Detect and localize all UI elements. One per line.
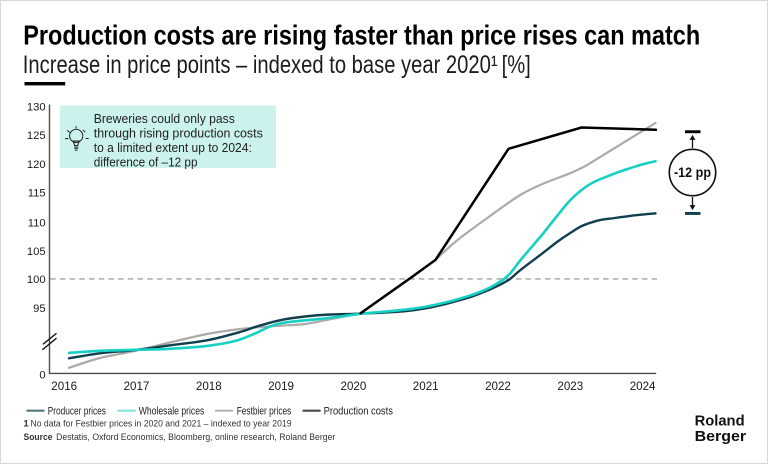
svg-text:2018: 2018 bbox=[196, 380, 222, 393]
svg-text:Increase in price points – ind: Increase in price points – indexed to ba… bbox=[23, 51, 531, 79]
svg-text:Production costs are rising fa: Production costs are rising faster than … bbox=[23, 20, 700, 51]
svg-text:to a limited extent up to 2024: to a limited extent up to 2024: bbox=[94, 140, 252, 155]
svg-text:100: 100 bbox=[27, 274, 46, 286]
svg-text:1: 1 bbox=[24, 419, 29, 429]
svg-text:2024: 2024 bbox=[630, 380, 656, 393]
svg-text:115: 115 bbox=[28, 188, 46, 200]
svg-text:2020: 2020 bbox=[341, 380, 367, 393]
svg-text:Production costs: Production costs bbox=[324, 406, 394, 418]
svg-text:Festbier prices: Festbier prices bbox=[237, 406, 292, 418]
svg-text:2016: 2016 bbox=[51, 380, 77, 393]
svg-text:2021: 2021 bbox=[413, 380, 439, 393]
svg-text:0: 0 bbox=[39, 370, 45, 382]
svg-text:Source: Source bbox=[24, 432, 53, 442]
svg-text:125: 125 bbox=[27, 130, 46, 142]
svg-text:95: 95 bbox=[33, 303, 45, 315]
svg-text:110: 110 bbox=[28, 218, 46, 230]
svg-text:through rising production cost: through rising production costs bbox=[94, 126, 263, 141]
svg-text:2017: 2017 bbox=[124, 380, 150, 393]
svg-text:2022: 2022 bbox=[485, 380, 511, 393]
svg-text:130: 130 bbox=[27, 101, 46, 113]
svg-text:105: 105 bbox=[27, 246, 46, 258]
svg-text:Producer prices: Producer prices bbox=[48, 406, 106, 418]
svg-text:Breweries could only pass: Breweries could only pass bbox=[94, 111, 235, 126]
svg-text:120: 120 bbox=[27, 159, 46, 171]
svg-text:Destatis, Oxford Economics, Bl: Destatis, Oxford Economics, Bloomberg, o… bbox=[56, 432, 335, 442]
svg-text:2019: 2019 bbox=[268, 380, 294, 393]
svg-text:Wholesale prices: Wholesale prices bbox=[139, 406, 205, 418]
svg-text:difference of –12 pp: difference of –12 pp bbox=[94, 154, 198, 169]
svg-text:Berger: Berger bbox=[695, 429, 747, 445]
svg-text:Roland: Roland bbox=[695, 414, 745, 430]
svg-text:2023: 2023 bbox=[557, 380, 583, 393]
svg-text:-12 pp: -12 pp bbox=[674, 165, 711, 180]
svg-text:No data for Festbier prices in: No data for Festbier prices in 2020 and … bbox=[31, 419, 292, 429]
